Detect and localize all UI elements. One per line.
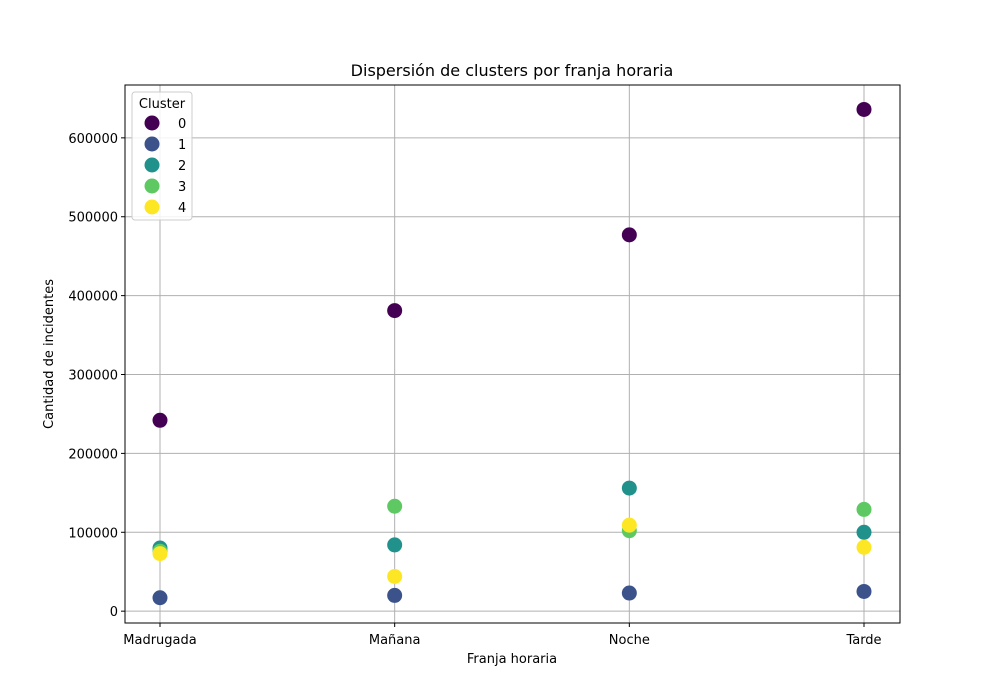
data-point-cluster-1 [152, 590, 168, 606]
data-point-cluster-2 [621, 480, 637, 496]
legend-label-cluster-1: 1 [178, 138, 186, 153]
data-point-cluster-4 [621, 517, 637, 533]
data-point-cluster-4 [856, 539, 872, 555]
grid [125, 85, 900, 623]
x-axis-label: Franja horaria [467, 652, 557, 667]
legend-title: Cluster [139, 97, 186, 112]
legend-marker-cluster-4 [144, 199, 160, 215]
x-tick-label: Noche [609, 633, 650, 648]
x-tick-label: Mañana [369, 633, 421, 648]
legend-label-cluster-4: 4 [178, 201, 186, 216]
y-tick-label: 100000 [68, 526, 118, 541]
legend-label-cluster-3: 3 [178, 180, 186, 195]
data-point-cluster-1 [856, 583, 872, 599]
axis-ticks: Madrugada Mañana Noche Tarde 0 100000 200000 30… [68, 132, 881, 648]
data-point-cluster-0 [387, 303, 403, 319]
y-tick-label: 300000 [68, 369, 118, 384]
y-axis-label: Cantidad de incidentes [42, 279, 57, 429]
y-tick-label: 400000 [68, 290, 118, 305]
legend-marker-cluster-1 [144, 136, 160, 152]
y-tick-label: 500000 [68, 211, 118, 226]
data-point-cluster-1 [621, 585, 637, 601]
x-tick-label: Madrugada [123, 633, 196, 648]
data-point-cluster-0 [152, 412, 168, 428]
y-tick-label: 600000 [68, 132, 118, 147]
data-point-cluster-2 [856, 524, 872, 540]
data-point-cluster-4 [152, 546, 168, 562]
legend-marker-cluster-2 [144, 157, 160, 173]
plot-frame [124, 84, 901, 624]
legend: Cluster 0 1 2 3 4 [131, 91, 193, 221]
legend-marker-cluster-0 [144, 115, 160, 131]
chart-title: Dispersión de clusters por franja horari… [351, 61, 674, 80]
y-tick-label: 200000 [68, 447, 118, 462]
data-point-cluster-1 [387, 587, 403, 603]
legend-label-cluster-0: 0 [178, 117, 186, 132]
legend-label-cluster-2: 2 [178, 159, 186, 174]
data-point-cluster-2 [387, 537, 403, 553]
x-tick-label: Tarde [845, 633, 881, 648]
data-point-cluster-3 [387, 498, 403, 514]
data-point-cluster-3 [856, 501, 872, 517]
data-points [152, 101, 872, 606]
data-point-cluster-4 [387, 568, 403, 584]
legend-marker-cluster-3 [144, 178, 160, 194]
data-point-cluster-0 [856, 101, 872, 117]
y-tick-label: 0 [110, 605, 118, 620]
data-point-cluster-0 [621, 227, 637, 243]
